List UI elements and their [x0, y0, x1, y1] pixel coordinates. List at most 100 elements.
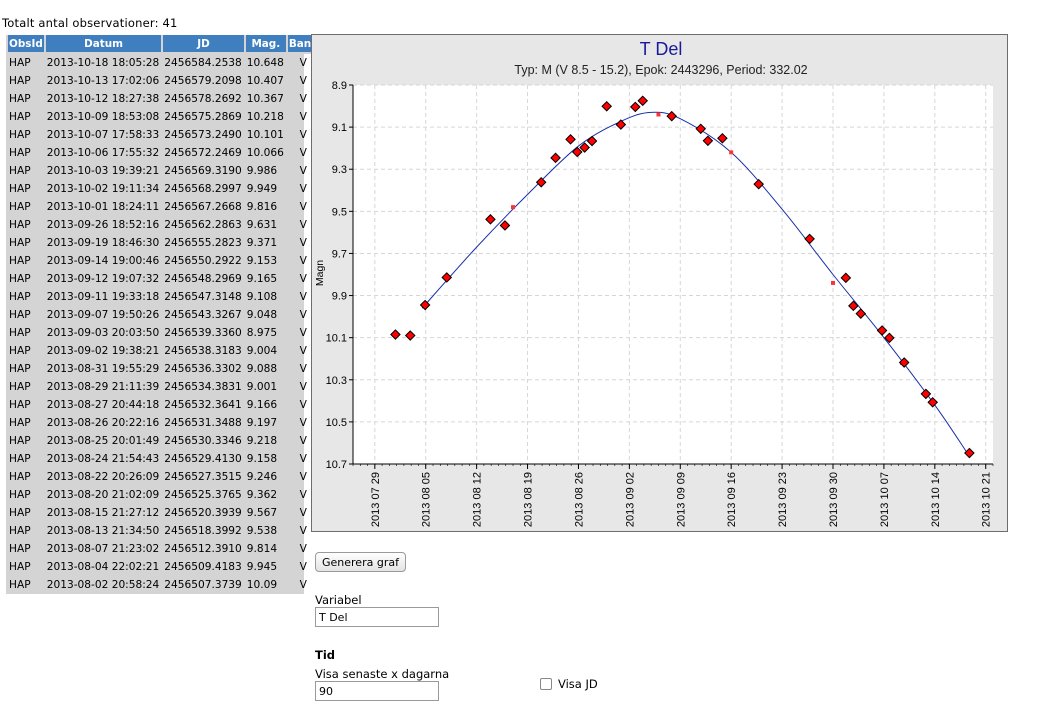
obsid-cell: HAP: [9, 147, 31, 159]
table-row: HAP 2013-08-27 20:44:18 2456532.3641 9.166 V: [8, 396, 320, 414]
predicted-point: [511, 205, 515, 210]
obsid-cell: HAP: [9, 93, 31, 105]
column-header-obsid[interactable]: ObsId: [8, 35, 44, 54]
observation-point: [579, 142, 590, 153]
x-tick-label: 2013 08 12: [472, 472, 484, 527]
x-tick-label: 2013 09 09: [675, 472, 687, 527]
jd-cell: 2456539.3360: [164, 327, 242, 339]
generate-graph-button[interactable]: Generera graf: [315, 552, 406, 572]
table-row: HAP 2013-09-14 19:00:46 2456550.2922 9.153 V: [8, 252, 320, 270]
observation-point: [964, 447, 975, 459]
jd-cell: 2456578.2692: [164, 93, 242, 105]
fit-curve-layer: [421, 111, 968, 454]
date-cell: 2013-10-03 19:39:21: [46, 165, 160, 177]
band-cell: V: [299, 111, 307, 123]
date-cell: 2013-10-01 18:24:11: [46, 201, 160, 213]
x-tick-label: 2013 07 29: [370, 472, 382, 527]
column-header-date[interactable]: Datum: [45, 35, 162, 54]
mag-cell: 9.986: [246, 165, 278, 177]
table-row: HAP 2013-08-24 21:54:43 2456529.4130 9.158 V: [8, 450, 320, 468]
days-input[interactable]: [315, 681, 439, 701]
table-row: HAP 2013-09-03 20:03:50 2456539.3360 8.975 V: [8, 324, 320, 342]
obsid-cell: HAP: [9, 489, 31, 501]
band-cell: V: [299, 273, 307, 285]
date-cell: 2013-08-31 19:55:29: [46, 363, 160, 375]
observation-point: [804, 233, 815, 245]
table-body: HAP 2013-10-18 18:05:28 2456584.2538 10.648…: [8, 54, 320, 594]
mag-cell: 9.538: [246, 525, 278, 537]
table-row: HAP 2013-08-26 20:22:16 2456531.3488 9.197 V: [8, 414, 320, 432]
table-row: HAP 2013-10-01 18:24:11 2456567.2668 9.816 V: [8, 198, 320, 216]
jd-cell: 2456512.3910: [164, 543, 242, 555]
x-tick-label: 2013 10 21: [981, 472, 993, 527]
column-header-mag[interactable]: Mag.: [245, 35, 286, 54]
table-row: HAP 2013-08-22 20:26:09 2456527.3515 9.246 V: [8, 468, 320, 486]
table-row: HAP 2013-09-12 19:07:32 2456548.2969 9.165 V: [8, 270, 320, 288]
observation-point: [499, 220, 511, 231]
band-cell: V: [299, 507, 307, 519]
x-tick-label: 2013 09 02: [624, 472, 636, 527]
table-row: HAP 2013-08-20 21:02:09 2456525.3765 9.362 V: [8, 486, 320, 504]
mag-cell: 9.371: [246, 237, 278, 249]
variable-input[interactable]: [315, 607, 439, 627]
observation-point: [419, 299, 431, 311]
date-cell: 2013-10-18 18:05:28: [46, 57, 160, 69]
mag-cell: 8.975: [246, 327, 278, 339]
show-jd-checkbox[interactable]: [540, 678, 552, 690]
table-row: HAP 2013-10-02 19:11:34 2456568.2997 9.949 V: [8, 180, 320, 198]
obsid-cell: HAP: [9, 75, 31, 87]
chart-title: T Del: [640, 39, 683, 59]
table-row: HAP 2013-08-29 21:11:39 2456534.3831 9.001 V: [8, 378, 320, 396]
observation-point: [637, 95, 649, 107]
mag-cell: 9.362: [246, 489, 278, 501]
observation-point: [485, 214, 496, 225]
obsid-cell: HAP: [9, 345, 31, 357]
mag-cell: 10.648: [246, 57, 284, 69]
y-tick-label: 9.9: [332, 291, 347, 303]
date-cell: 2013-09-26 18:52:16: [46, 219, 160, 231]
band-cell: V: [299, 255, 307, 267]
obsid-cell: HAP: [9, 111, 31, 123]
observation-point: [898, 357, 910, 368]
obsid-cell: HAP: [9, 381, 31, 393]
light-curve-chart: T Del Typ: M (V 8.5 - 15.2), Epok: 24432…: [311, 34, 1008, 532]
obsid-cell: HAP: [9, 255, 31, 267]
jd-cell: 2456536.3302: [164, 363, 242, 375]
band-cell: V: [299, 201, 307, 213]
date-cell: 2013-08-02 20:58:24: [46, 579, 160, 591]
column-header-jd[interactable]: JD: [163, 35, 244, 54]
band-cell: V: [299, 471, 307, 483]
jd-cell: 2456572.2469: [164, 147, 242, 159]
observations-panel: ObsId Datum JD Mag. Band HAP 2013-10-18 1…: [6, 35, 320, 594]
table-row: HAP 2013-08-04 22:02:21 2456509.4183 9.945 V: [8, 558, 320, 576]
obsid-cell: HAP: [9, 543, 31, 555]
observation-point: [601, 100, 613, 112]
x-tick-label: 2013 09 16: [726, 472, 738, 527]
band-cell: V: [299, 327, 307, 339]
table-row: HAP 2013-10-07 17:58:33 2456573.2490 10.101…: [8, 126, 320, 144]
observation-point: [702, 135, 714, 147]
observation-point: [695, 123, 707, 135]
band-cell: V: [299, 417, 307, 429]
observation-point: [615, 119, 627, 130]
table-header-row: ObsId Datum JD Mag. Band: [8, 35, 320, 54]
axes: 8.9 9.1 9.3 9.5 9.7 9.9 10.1 10.3 10.5 10.7 2013 0…: [326, 80, 994, 527]
band-cell: V: [299, 129, 307, 141]
obsid-cell: HAP: [9, 291, 31, 303]
table-row: HAP 2013-10-03 19:39:21 2456569.3190 9.986 V: [8, 162, 320, 180]
mag-cell: 9.246: [246, 471, 278, 483]
mag-cell: 9.567: [246, 507, 278, 519]
band-cell: V: [299, 291, 307, 303]
jd-cell: 2456548.2969: [164, 273, 242, 285]
table-row: HAP 2013-08-02 20:58:24 2456507.3739 10.09 V: [8, 576, 320, 594]
days-label: Visa senaste x dagarna: [315, 667, 450, 681]
date-cell: 2013-09-14 19:00:46: [46, 255, 160, 267]
jd-cell: 2456529.4130: [164, 453, 242, 465]
observation-point: [565, 134, 576, 145]
mag-cell: 9.166: [246, 399, 278, 411]
obsid-cell: HAP: [9, 561, 31, 573]
observation-point: [586, 135, 598, 147]
chart-canvas: T Del Typ: M (V 8.5 - 15.2), Epok: 24432…: [314, 39, 994, 527]
y-tick-label: 10.1: [326, 333, 347, 345]
band-cell: V: [299, 363, 307, 375]
